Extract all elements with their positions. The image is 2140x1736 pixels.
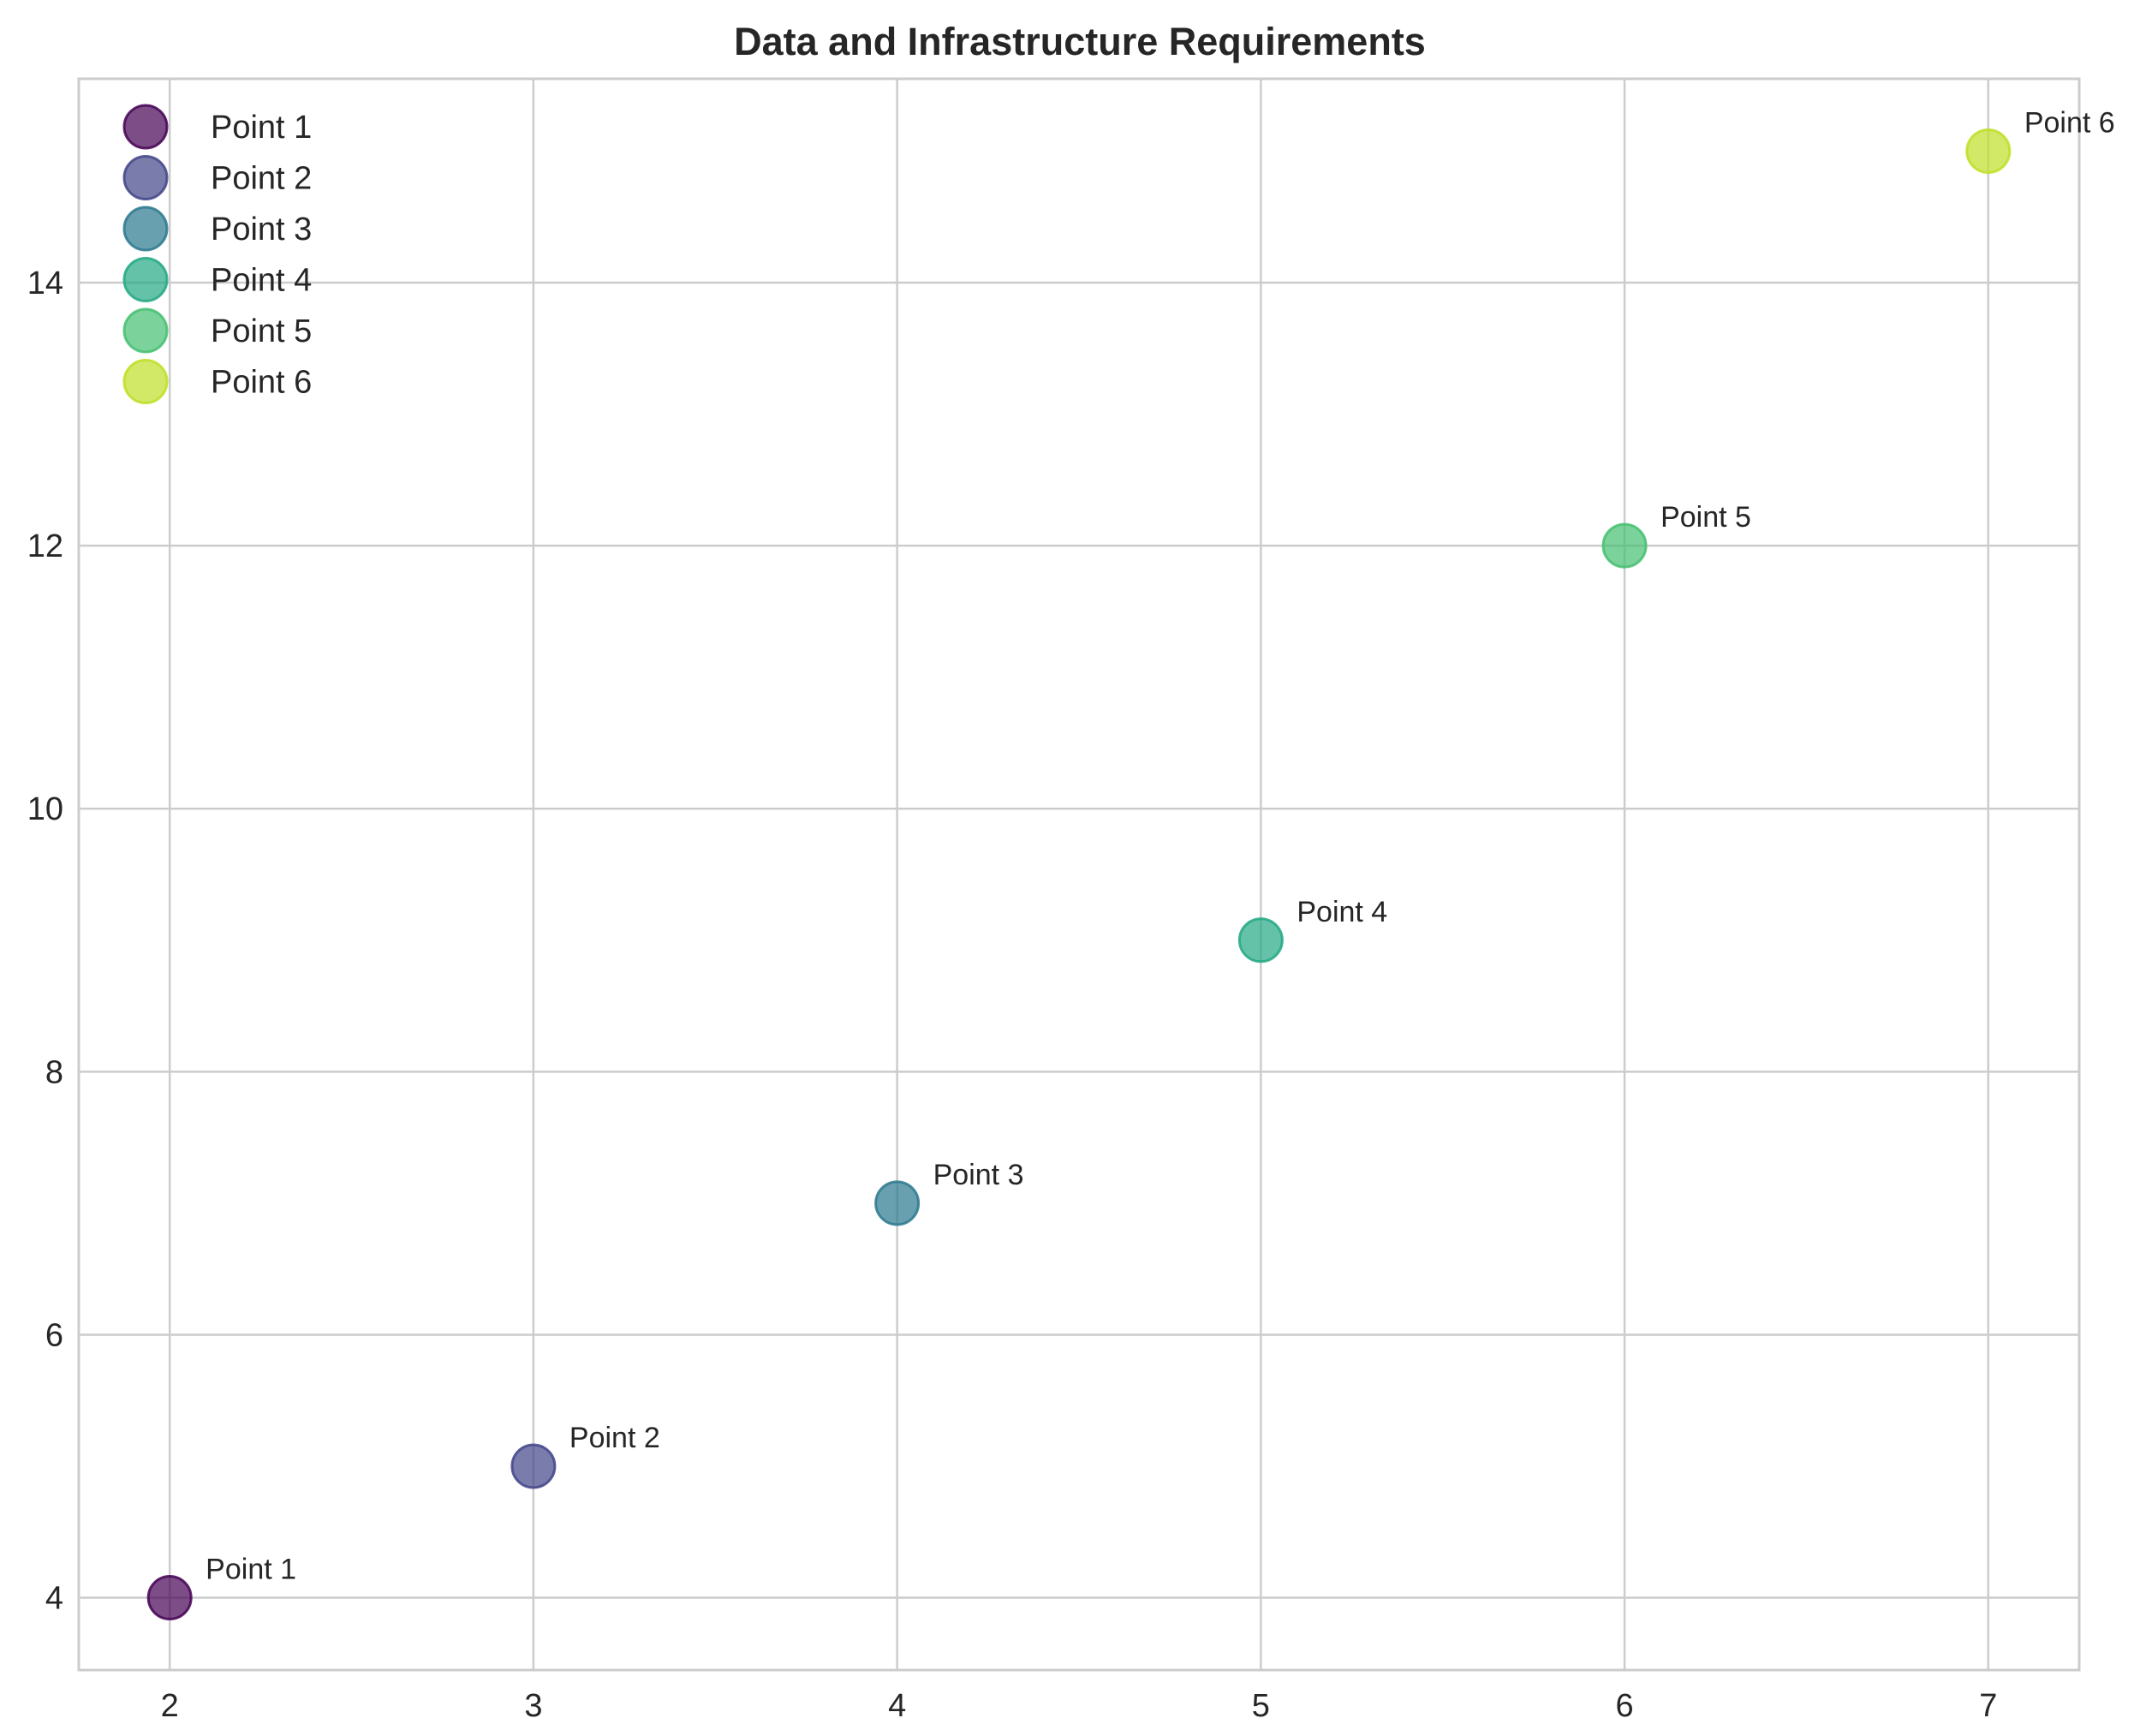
legend-label: Point 5 (211, 313, 312, 349)
y-tick-label: 12 (27, 528, 63, 564)
legend-marker (122, 206, 169, 252)
legend-marker (122, 257, 169, 302)
scatter-point (146, 1575, 193, 1621)
chart-title: Data and Infrastructure Requirements (734, 20, 1426, 63)
x-tick-label: 7 (1979, 1688, 1997, 1724)
y-tick-label: 10 (27, 791, 63, 827)
x-tick-label: 3 (524, 1688, 542, 1724)
x-tick-label: 5 (1252, 1688, 1270, 1724)
legend-label: Point 3 (211, 212, 312, 248)
legend: Point 1 Point 2 Point 3 Point 4 Point 5 Point… (122, 104, 312, 404)
legend-label: Point 1 (211, 110, 312, 146)
data-points (146, 128, 2012, 1621)
point-label: Point 3 (933, 1159, 1024, 1191)
scatter-point (1965, 128, 2012, 174)
scatter-point (1237, 917, 1284, 963)
x-tick-label: 2 (161, 1688, 179, 1724)
scatter-point (874, 1180, 921, 1226)
scatter-point (1601, 522, 1648, 569)
point-label: Point 2 (569, 1422, 660, 1454)
grid-lines (79, 79, 2079, 1670)
x-tick-label: 6 (1616, 1688, 1634, 1724)
point-label: Point 4 (1297, 896, 1387, 928)
legend-marker (122, 104, 169, 150)
plot-frame (77, 77, 2081, 1672)
y-tick-label: 14 (27, 265, 63, 301)
scatter-point (510, 1443, 557, 1489)
x-tick-label: 4 (888, 1688, 906, 1724)
legend-marker (122, 359, 169, 404)
y-tick-label: 4 (45, 1581, 63, 1617)
legend-label: Point 6 (211, 365, 312, 401)
legend-marker (122, 307, 169, 354)
point-label: Point 1 (206, 1554, 296, 1586)
y-tick-label: 8 (45, 1054, 63, 1090)
axes: 2 3 4 5 6 7 4 6 8 10 12 14 (27, 77, 2081, 1724)
legend-marker (122, 155, 169, 200)
point-label: Point 6 (2024, 106, 2115, 139)
point-labels: Point 1 Point 2 Point 3 Point 4 Point 5 Point… (206, 106, 2114, 1585)
legend-label: Point 2 (211, 161, 312, 197)
point-label: Point 5 (1660, 501, 1751, 534)
legend-label: Point 4 (211, 263, 312, 299)
y-tick-label: 6 (45, 1317, 63, 1353)
